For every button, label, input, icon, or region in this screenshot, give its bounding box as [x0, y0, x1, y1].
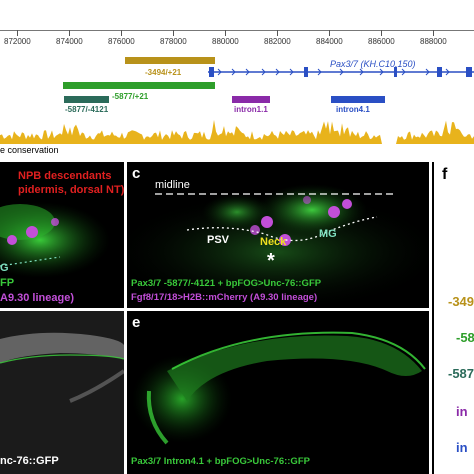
embryo-image-e: [132, 331, 426, 445]
psv-label: PSV: [207, 234, 230, 246]
panel-f-letter: f: [442, 166, 448, 183]
midline-label: midline: [155, 179, 190, 191]
coord-label: 884000: [316, 37, 343, 46]
asterisk-marker: *: [267, 250, 275, 272]
genome-browser-panel: 872000 874000 876000 878000 880000 88200…: [0, 0, 474, 158]
track-bar-3494: [125, 57, 215, 64]
embryo-image-c: [127, 184, 429, 308]
embryo-image-d: [0, 332, 124, 403]
panel-d-caption: nc-76::GFP: [0, 455, 59, 467]
panel-c-caption-1: Pax3/7 -5877/-4121 + bpFOG>Unc-76::GFP: [131, 278, 322, 289]
coord-label: 888000: [420, 37, 447, 46]
panel-b-title-2: pidermis, dorsal NT): [18, 184, 124, 196]
ruler-tick: [121, 30, 122, 36]
gene-label: Pax3/7 (KH.C10.150): [330, 59, 416, 69]
panel-f-item-1: -349: [448, 294, 474, 309]
ruler-line: [0, 30, 474, 31]
panel-b-title-1: NPB descendants: [18, 170, 112, 182]
track-bar-5877-21: [63, 82, 215, 89]
track-bar-intron11: [232, 96, 270, 103]
ruler-tick: [433, 30, 434, 36]
neck-label: Neck: [260, 236, 287, 248]
track-label-intron11: intron1.1: [234, 105, 268, 114]
track-label-5877-4121: -5877/-4121: [65, 105, 109, 114]
panel-b-label-g: G: [0, 262, 9, 274]
micrograph-panel-e: e Pax3/7 Intron4.1 + bpFOG>Unc-76::GFP: [127, 311, 429, 474]
embryo-image-b: [0, 202, 110, 278]
panel-f: f -349 -58 -587 in in: [432, 162, 474, 474]
conservation-label: e conservation: [0, 145, 59, 155]
panel-b-caption-2: A9.30 lineage): [0, 292, 74, 304]
panel-b-caption-1: FP: [0, 277, 15, 289]
panel-c-letter: c: [132, 165, 141, 182]
ruler-tick: [173, 30, 174, 36]
coord-label: 880000: [212, 37, 239, 46]
coord-label: 882000: [264, 37, 291, 46]
conservation-track: [0, 119, 474, 144]
panel-f-item-4: in: [456, 404, 468, 419]
conservation-profile: [0, 119, 474, 144]
micrograph-panel-c: c midline PSV Neck MG * Pax3/7 -5877/-41…: [127, 162, 429, 308]
panel-f-item-5: in: [456, 440, 468, 455]
coord-label: 874000: [56, 37, 83, 46]
track-label-3494: -3494/+21: [145, 68, 182, 77]
panel-f-item-3: -587: [448, 366, 474, 381]
micrograph-panel-d: nc-76::GFP: [0, 311, 124, 474]
track-label-intron41: intron4.1: [336, 105, 370, 114]
ruler-tick: [277, 30, 278, 36]
panel-f-item-2: -58: [456, 330, 474, 345]
ruler-tick: [381, 30, 382, 36]
ruler-tick: [17, 30, 18, 36]
ruler-tick: [225, 30, 226, 36]
coord-label: 878000: [160, 37, 187, 46]
coord-label: 872000: [4, 37, 31, 46]
micrograph-panel-b: NPB descendants pidermis, dorsal NT) G F…: [0, 162, 124, 308]
gene-model: [208, 67, 474, 77]
panel-e-letter: e: [132, 314, 141, 331]
ruler-tick: [69, 30, 70, 36]
coord-label: 886000: [368, 37, 395, 46]
panel-e-caption: Pax3/7 Intron4.1 + bpFOG>Unc-76::GFP: [131, 456, 310, 467]
panel-c-caption-2: Fgf8/17/18>H2B::mCherry (A9.30 lineage): [131, 292, 318, 303]
track-label-5877-21: -5877/+21: [112, 92, 149, 101]
ruler-tick: [329, 30, 330, 36]
track-bar-5877-4121: [64, 96, 109, 103]
coord-label: 876000: [108, 37, 135, 46]
mg-label: MG: [319, 228, 337, 240]
track-bar-intron41: [331, 96, 385, 103]
